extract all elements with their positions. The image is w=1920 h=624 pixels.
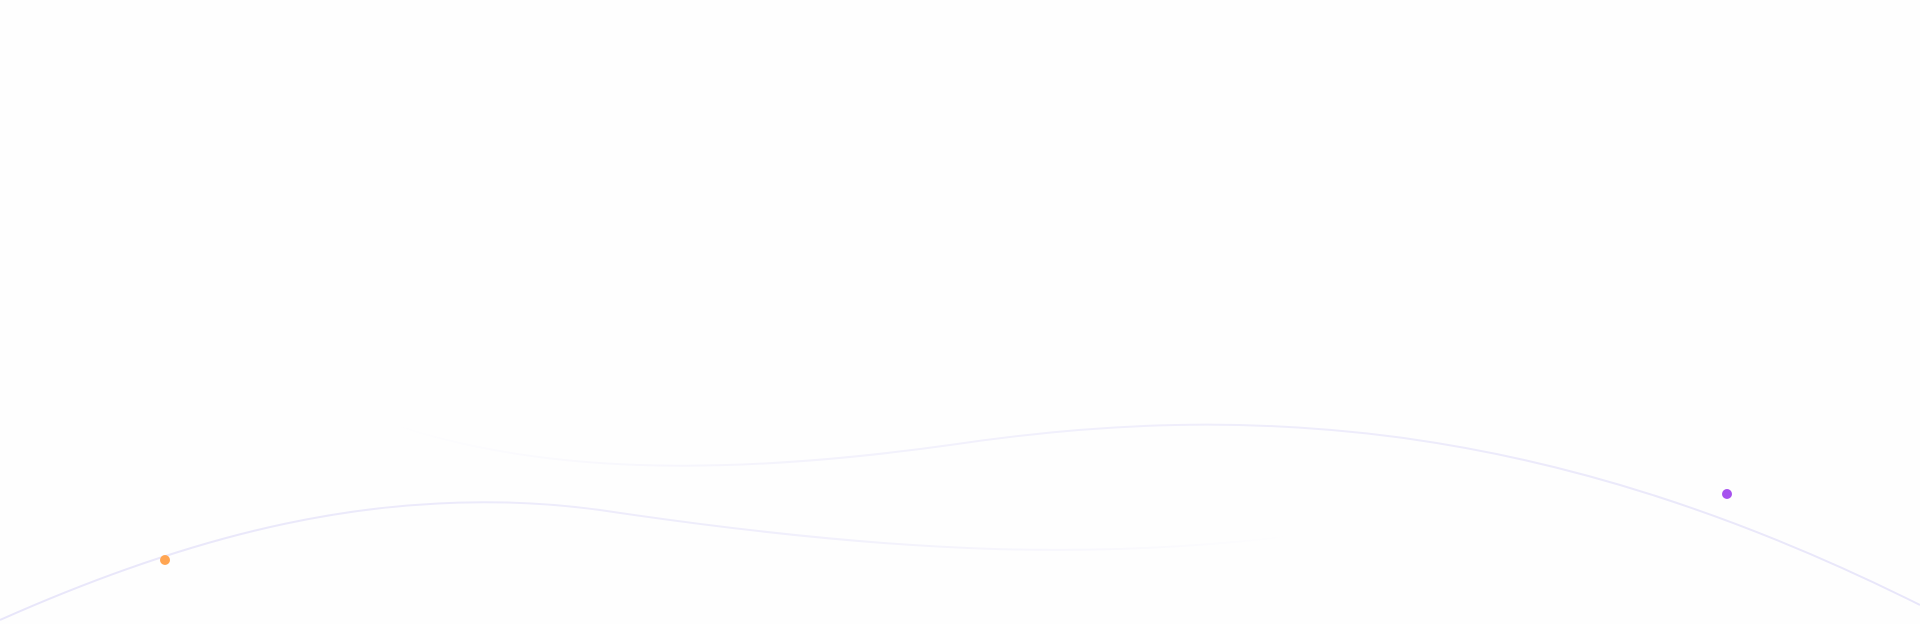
orange-dot [160,555,170,565]
lower-wave-line [0,501,1301,621]
purple-dot [1722,489,1732,499]
upper-wave-line [379,419,1920,606]
